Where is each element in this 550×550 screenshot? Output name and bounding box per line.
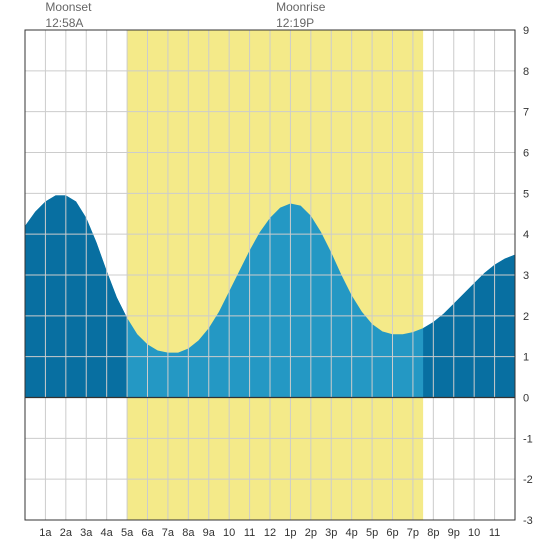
svg-text:5p: 5p	[366, 527, 378, 539]
svg-text:6p: 6p	[386, 527, 398, 539]
svg-text:7a: 7a	[162, 527, 175, 539]
svg-text:10: 10	[223, 527, 235, 539]
svg-text:-1: -1	[523, 433, 533, 445]
svg-text:8a: 8a	[182, 527, 195, 539]
moonset-title: Moonset	[45, 0, 91, 16]
svg-text:7: 7	[523, 107, 529, 119]
moonrise-label: Moonrise 12:19P	[276, 0, 325, 31]
moonrise-value: 12:19P	[276, 16, 325, 32]
svg-text:9: 9	[523, 25, 529, 37]
svg-text:4p: 4p	[346, 527, 358, 539]
moonset-label: Moonset 12:58A	[45, 0, 91, 31]
svg-text:3: 3	[523, 270, 529, 282]
chart-svg: -3-2-101234567891a2a3a4a5a6a7a8a9a101112…	[0, 0, 550, 550]
svg-text:6a: 6a	[141, 527, 154, 539]
svg-text:12: 12	[264, 527, 276, 539]
svg-text:2p: 2p	[305, 527, 317, 539]
svg-text:1: 1	[523, 352, 529, 364]
svg-text:9a: 9a	[203, 527, 216, 539]
svg-text:4a: 4a	[101, 527, 114, 539]
svg-text:2: 2	[523, 311, 529, 323]
svg-text:-3: -3	[523, 515, 533, 527]
svg-text:6: 6	[523, 148, 529, 160]
svg-text:4: 4	[523, 229, 529, 241]
svg-text:8: 8	[523, 66, 529, 78]
moonset-value: 12:58A	[45, 16, 91, 32]
moonrise-title: Moonrise	[276, 0, 325, 16]
svg-text:10: 10	[468, 527, 480, 539]
svg-text:11: 11	[489, 527, 500, 539]
svg-text:2a: 2a	[60, 527, 73, 539]
svg-text:11: 11	[244, 527, 255, 539]
svg-text:9p: 9p	[448, 527, 460, 539]
svg-text:5: 5	[523, 188, 529, 200]
svg-text:3p: 3p	[325, 527, 337, 539]
svg-text:3a: 3a	[80, 527, 93, 539]
svg-text:0: 0	[523, 393, 529, 405]
svg-text:7p: 7p	[407, 527, 419, 539]
svg-text:8p: 8p	[427, 527, 439, 539]
svg-text:1a: 1a	[39, 527, 52, 539]
tide-chart: Moonset 12:58A Moonrise 12:19P -3-2-1012…	[0, 0, 550, 550]
svg-text:-2: -2	[523, 474, 533, 486]
svg-text:1p: 1p	[284, 527, 296, 539]
svg-text:5a: 5a	[121, 527, 134, 539]
